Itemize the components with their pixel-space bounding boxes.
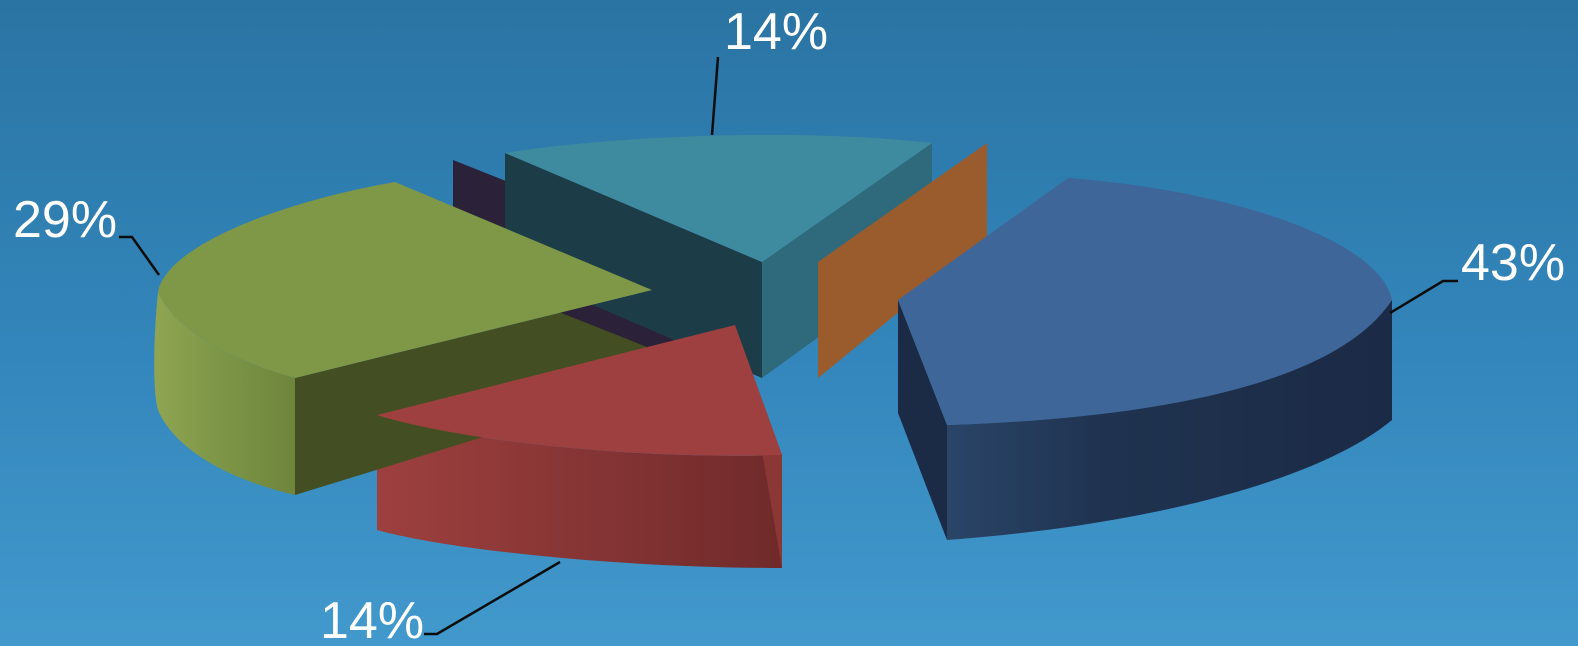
data-label-14-red: 14% bbox=[320, 592, 424, 646]
slice-blue-cut-wall bbox=[898, 300, 947, 540]
slice-green-side bbox=[154, 292, 295, 495]
leader-line-14-top bbox=[710, 56, 720, 136]
leader-line-14-bottom bbox=[424, 560, 561, 636]
data-label-29: 29% bbox=[13, 191, 117, 249]
slice-blue-side bbox=[947, 300, 1392, 540]
data-label-43: 43% bbox=[1461, 234, 1565, 292]
leader-line-29 bbox=[119, 235, 161, 276]
slice-teal-left-wall bbox=[505, 153, 762, 378]
slice-red-side bbox=[377, 415, 782, 568]
slice-orange bbox=[818, 143, 987, 378]
data-label-14-teal: 14% bbox=[724, 3, 828, 61]
slice-red-top bbox=[377, 325, 782, 456]
slice-teal-top bbox=[505, 134, 932, 262]
slice-blue-top bbox=[898, 178, 1392, 425]
leader-line-43 bbox=[1389, 279, 1458, 315]
slice-green-top bbox=[158, 182, 652, 378]
